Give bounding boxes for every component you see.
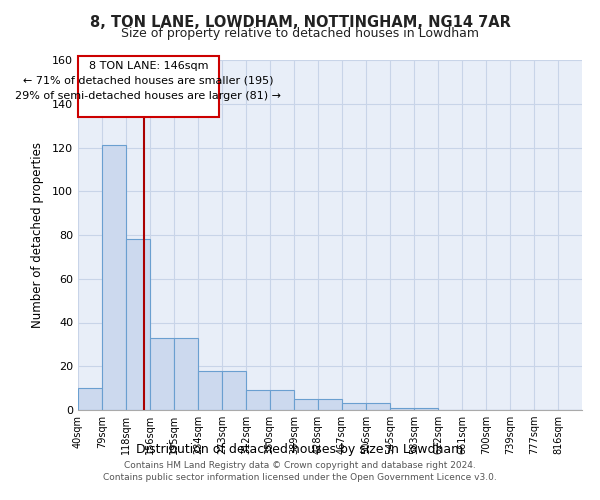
Y-axis label: Number of detached properties: Number of detached properties (31, 142, 44, 328)
Bar (366, 404, 390, 410)
Bar (150, 338, 174, 410)
Bar (414, 408, 438, 410)
Text: 8 TON LANE: 146sqm: 8 TON LANE: 146sqm (89, 61, 208, 71)
Bar (78, 388, 102, 410)
Text: Distribution of detached houses by size in Lowdham: Distribution of detached houses by size … (136, 442, 464, 456)
Bar (198, 370, 222, 410)
Bar (222, 370, 246, 410)
Text: Size of property relative to detached houses in Lowdham: Size of property relative to detached ho… (121, 28, 479, 40)
Text: 8, TON LANE, LOWDHAM, NOTTINGHAM, NG14 7AR: 8, TON LANE, LOWDHAM, NOTTINGHAM, NG14 7… (89, 15, 511, 30)
Text: ← 71% of detached houses are smaller (195): ← 71% of detached houses are smaller (19… (23, 76, 274, 86)
Bar (174, 338, 198, 410)
Bar (342, 404, 366, 410)
Bar (318, 399, 342, 410)
Bar (126, 240, 150, 410)
Bar (294, 399, 318, 410)
Text: Contains HM Land Registry data © Crown copyright and database right 2024.
Contai: Contains HM Land Registry data © Crown c… (103, 461, 497, 482)
Bar (246, 390, 270, 410)
FancyBboxPatch shape (78, 56, 219, 117)
Bar (390, 408, 414, 410)
Bar (102, 146, 126, 410)
Text: 29% of semi-detached houses are larger (81) →: 29% of semi-detached houses are larger (… (16, 90, 281, 101)
Bar (270, 390, 294, 410)
